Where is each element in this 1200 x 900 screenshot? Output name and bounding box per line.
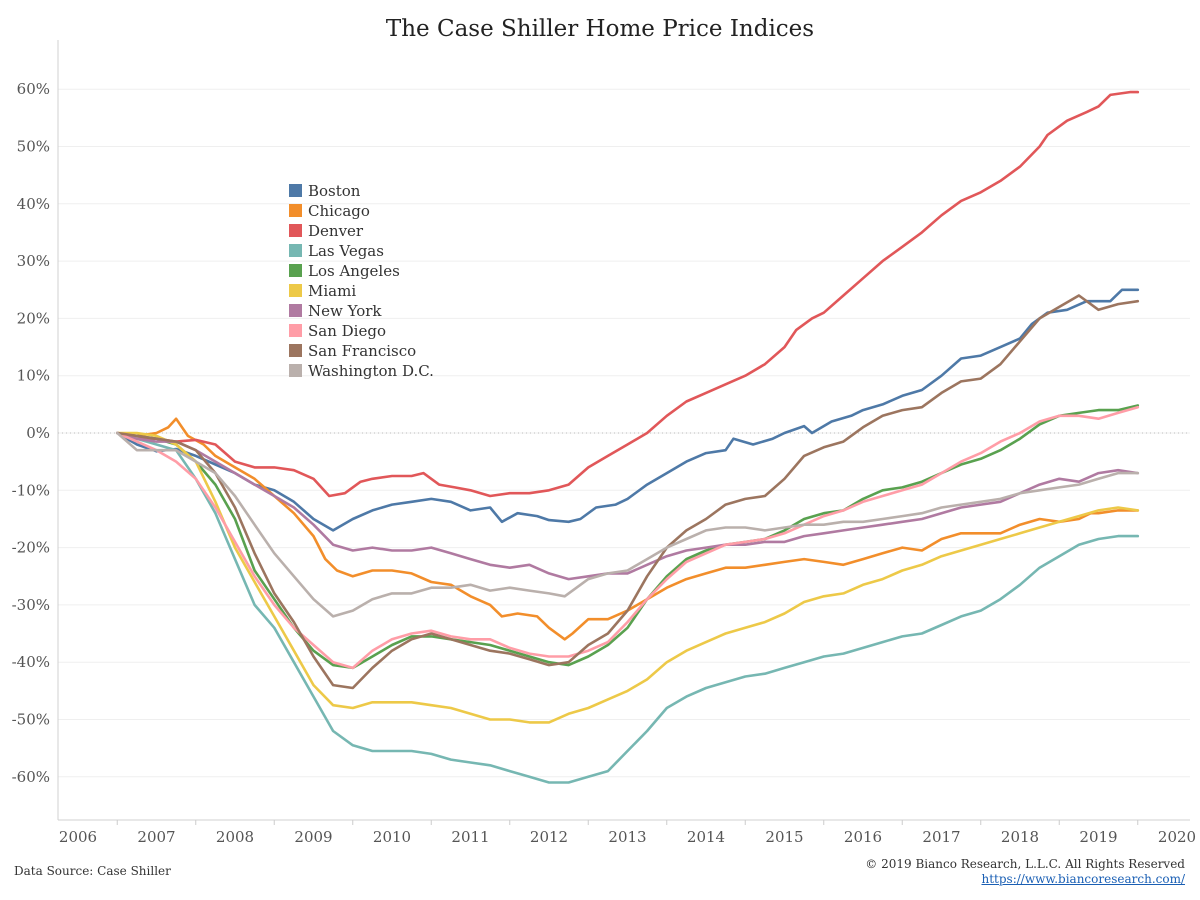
legend-swatch-new-york bbox=[289, 304, 302, 317]
x-tick-label: 2011 bbox=[451, 828, 489, 846]
x-tick-label: 2015 bbox=[765, 828, 803, 846]
x-tick-label: 2014 bbox=[687, 828, 725, 846]
legend-swatch-denver bbox=[289, 224, 302, 237]
legend-label-new-york: New York bbox=[308, 302, 382, 320]
legend-swatch-san-francisco bbox=[289, 344, 302, 357]
y-tick-label: 50% bbox=[17, 138, 50, 156]
grid bbox=[58, 88, 1190, 778]
legend-swatch-washington-d-c bbox=[289, 364, 302, 377]
y-tick-label: 60% bbox=[17, 80, 50, 98]
y-tick-label: 40% bbox=[17, 195, 50, 213]
series-line-san-francisco bbox=[116, 294, 1140, 690]
y-tick-label: 20% bbox=[17, 309, 50, 327]
y-tick-label: -30% bbox=[12, 596, 50, 614]
x-tick-label: 2006 bbox=[59, 828, 97, 846]
x-tick-label: 2013 bbox=[608, 828, 646, 846]
copyright-note: © 2019 Bianco Research, L.L.C. All Right… bbox=[865, 857, 1185, 871]
x-tick-label: 2019 bbox=[1079, 828, 1117, 846]
series-line-denver bbox=[116, 90, 1140, 498]
legend-label-los-angeles: Los Angeles bbox=[308, 262, 400, 280]
x-tick-label: 2007 bbox=[137, 828, 175, 846]
axes: -60% -50% -40% -30% -20% -10% 0% 10% 20% 30% 40% 50… bbox=[12, 40, 1196, 846]
y-tick-label: -40% bbox=[12, 653, 50, 671]
x-tick-label: 2009 bbox=[294, 828, 332, 846]
x-tick-label: 2020 bbox=[1158, 828, 1196, 846]
legend-label-miami: Miami bbox=[308, 282, 356, 300]
series-line-miami bbox=[116, 431, 1140, 724]
legend-swatch-los-angeles bbox=[289, 264, 302, 277]
x-tick-label: 2008 bbox=[216, 828, 254, 846]
series-line-san-diego bbox=[116, 405, 1140, 670]
legend-label-boston: Boston bbox=[308, 182, 361, 200]
legend-swatch-san-diego bbox=[289, 324, 302, 337]
y-tick-label: 10% bbox=[17, 367, 50, 385]
legend-label-san-francisco: San Francisco bbox=[308, 342, 416, 360]
legend: Boston Chicago Denver Las Vegas Los Angeles M… bbox=[289, 182, 434, 380]
y-tick-label: 0% bbox=[26, 424, 50, 442]
legend-swatch-miami bbox=[289, 284, 302, 297]
x-tick-label: 2017 bbox=[922, 828, 960, 846]
legend-label-denver: Denver bbox=[308, 222, 364, 240]
legend-swatch-boston bbox=[289, 184, 302, 197]
x-tick-label: 2010 bbox=[373, 828, 411, 846]
legend-swatch-chicago bbox=[289, 204, 302, 217]
series-line-boston bbox=[116, 288, 1140, 532]
y-tick-label: 30% bbox=[17, 252, 50, 270]
data-source-note: Data Source: Case Shiller bbox=[14, 864, 171, 878]
series-line-chicago bbox=[116, 417, 1140, 641]
series-line-washington-d-c bbox=[116, 431, 1140, 618]
legend-label-san-diego: San Diego bbox=[308, 322, 386, 340]
website-link[interactable]: https://www.biancoresearch.com/ bbox=[981, 872, 1185, 886]
legend-swatch-las-vegas bbox=[289, 244, 302, 257]
y-tick-label: -60% bbox=[12, 768, 50, 786]
x-tick-label: 2012 bbox=[530, 828, 568, 846]
x-tick-label: 2016 bbox=[844, 828, 882, 846]
legend-label-washington-d-c: Washington D.C. bbox=[308, 362, 434, 380]
series-line-las-vegas bbox=[116, 431, 1140, 784]
x-tick-label: 2018 bbox=[1001, 828, 1039, 846]
legend-label-chicago: Chicago bbox=[308, 202, 370, 220]
series-lines bbox=[116, 90, 1140, 784]
y-tick-label: -50% bbox=[12, 711, 50, 729]
legend-label-las-vegas: Las Vegas bbox=[308, 242, 384, 260]
y-tick-label: -10% bbox=[12, 481, 50, 499]
chart-title: The Case Shiller Home Price Indices bbox=[385, 16, 815, 42]
y-tick-label: -20% bbox=[12, 539, 50, 557]
series-line-new-york bbox=[116, 431, 1140, 581]
